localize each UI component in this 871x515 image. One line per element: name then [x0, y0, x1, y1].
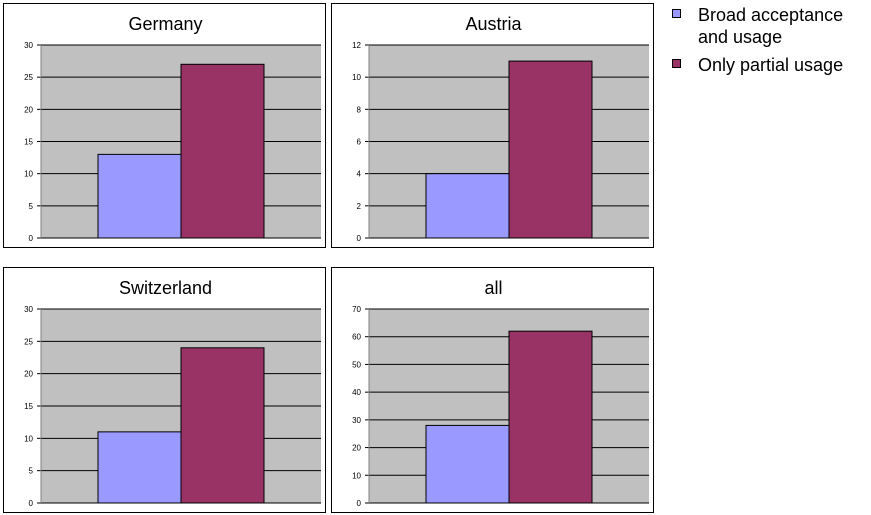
y-tick-label: 50 [352, 360, 361, 369]
y-tick-label: 0 [357, 234, 362, 243]
y-tick-label: 30 [24, 305, 33, 314]
legend-item-broad: Broad acceptance and usage [668, 4, 868, 48]
chart-panel-switzerland: Switzerland 0 5 10 15 20 25 30 [3, 267, 326, 513]
y-tick-label: 60 [352, 333, 361, 342]
bar-broad [425, 173, 510, 239]
legend-swatch-partial [672, 59, 681, 68]
bar-broad [97, 431, 182, 504]
y-tick-label: 0 [29, 234, 34, 243]
legend-label-broad: Broad acceptance and usage [698, 5, 844, 47]
y-tick-label: 10 [352, 471, 361, 480]
y-tick-label: 15 [24, 402, 33, 411]
legend-item-partial: Only partial usage [668, 54, 868, 76]
chart-panel-austria: Austria 0 2 4 6 8 10 12 [331, 3, 654, 248]
chart-panel-all: all 0 10 20 30 40 50 60 70 [331, 267, 654, 513]
chart-svg-germany: Germany 0 5 10 15 20 25 30 [24, 14, 321, 243]
chart-svg-switzerland: Switzerland 0 5 10 15 20 25 30 [24, 278, 321, 508]
bar-broad [425, 424, 510, 504]
legend-swatch-broad [672, 9, 681, 18]
chart-panel-germany: Germany 0 5 10 15 20 25 30 [3, 3, 326, 248]
legend-label-partial: Only partial usage [698, 55, 844, 75]
y-tick-label: 25 [24, 73, 33, 82]
y-tick-label: 20 [24, 105, 33, 114]
y-tick-label: 0 [29, 499, 34, 508]
y-tick-label: 20 [24, 370, 33, 379]
y-tick-label: 2 [357, 202, 362, 211]
chart-title: Austria [465, 14, 522, 34]
chart-title: Switzerland [119, 278, 212, 298]
y-tick-label: 12 [352, 41, 361, 50]
y-tick-label: 30 [24, 41, 33, 50]
bar-partial [508, 60, 593, 239]
y-tick-label: 20 [352, 444, 361, 453]
bar-broad [97, 153, 182, 239]
y-tick-label: 10 [352, 73, 361, 82]
y-tick-label: 8 [357, 105, 362, 114]
chart-title: Germany [128, 14, 202, 34]
y-tick-label: 40 [352, 388, 361, 397]
bar-partial [180, 63, 265, 239]
chart-svg-austria: Austria 0 2 4 6 8 10 12 [352, 14, 649, 243]
bar-partial [180, 347, 265, 504]
y-tick-label: 70 [352, 305, 361, 314]
y-tick-label: 10 [24, 434, 33, 443]
chart-title: all [484, 278, 502, 298]
y-tick-label: 0 [357, 499, 362, 508]
y-tick-label: 15 [24, 138, 33, 147]
y-tick-label: 5 [29, 202, 34, 211]
chart-svg-all: all 0 10 20 30 40 50 60 70 [352, 278, 649, 508]
y-tick-label: 25 [24, 337, 33, 346]
legend: Broad acceptance and usage Only partial … [668, 4, 868, 82]
y-tick-label: 10 [24, 170, 33, 179]
y-tick-label: 5 [29, 467, 34, 476]
bar-partial [508, 330, 593, 504]
y-tick-label: 4 [357, 170, 362, 179]
y-tick-label: 30 [352, 416, 361, 425]
y-tick-label: 6 [357, 138, 362, 147]
